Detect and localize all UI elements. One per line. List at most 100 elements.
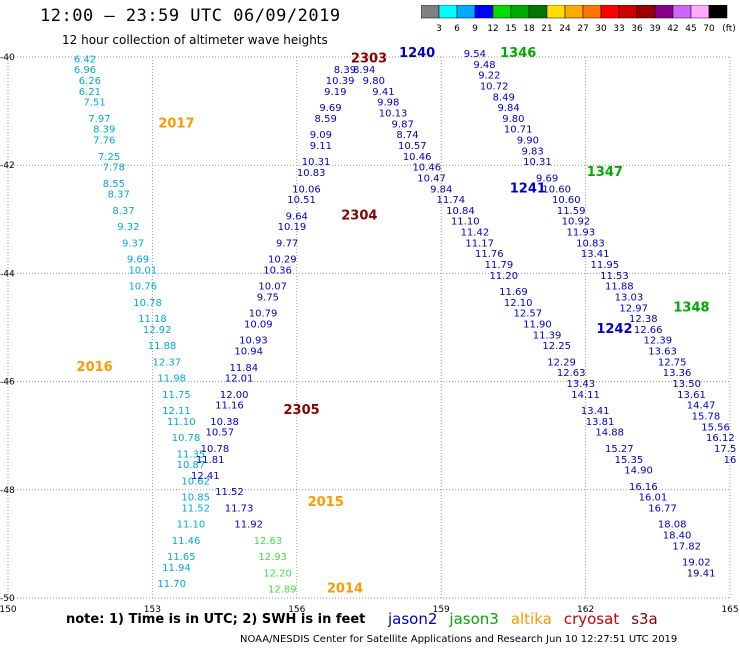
wave-height-value: 6.42 [74, 54, 96, 65]
wave-height-value: 15.78 [692, 411, 721, 422]
x-tick-label: 162 [577, 605, 594, 615]
wave-height-value: 10.46 [403, 152, 432, 163]
wave-height-value: 12.75 [658, 357, 687, 368]
wave-height-value: 10.93 [239, 336, 268, 347]
wave-height-value: 9.83 [522, 146, 544, 157]
wave-height-value: 11.10 [177, 520, 206, 531]
x-tick-label: 159 [433, 605, 450, 615]
wave-height-value: 10.06 [292, 184, 321, 195]
wave-height-value: 6.21 [79, 87, 101, 98]
wave-height-value: 10.51 [287, 195, 316, 206]
wave-height-value: 7.25 [98, 152, 120, 163]
wave-height-value: 9.11 [310, 141, 332, 152]
track-number-label: 1242 [596, 322, 632, 337]
legend-entry-jason3: jason3 [449, 610, 499, 628]
wave-height-value: 10.07 [258, 282, 287, 293]
wave-height-value: 10.47 [417, 173, 446, 184]
wave-height-value: 10.13 [379, 109, 408, 120]
wave-height-value: 10.19 [278, 222, 307, 233]
wave-height-value: 11.70 [157, 579, 186, 590]
grid: 150 153 156 159 162 165 -40 -42 -44 -46 -48 -50 [0, 53, 739, 615]
wave-height-value: 10.92 [562, 217, 591, 228]
wave-height-value: 11.52 [181, 503, 210, 514]
x-tick-label: 165 [721, 605, 738, 615]
wave-height-value: 8.37 [112, 206, 134, 217]
wave-height-value: 11.69 [499, 287, 528, 298]
track-labels: 2017 2016 2015 2014 2303 2304 2305 1240 1241 1242… [77, 46, 710, 597]
wave-height-value: 9.90 [517, 136, 539, 147]
wave-height-value: 11.74 [437, 195, 466, 206]
wave-height-value: 11.59 [557, 206, 586, 217]
wave-height-value: 8.59 [315, 114, 337, 125]
track-number-label: 2304 [341, 208, 377, 223]
wave-height-value: 9.32 [117, 222, 139, 233]
wave-height-value: 11.17 [465, 238, 494, 249]
wave-height-value: 11.93 [566, 228, 595, 239]
scale-label: 27 [577, 24, 588, 34]
wave-height-value: 12.11 [162, 406, 191, 417]
wave-height-value: 12.92 [143, 325, 172, 336]
wave-height-value: 10.57 [398, 141, 427, 152]
wave-height-value: 16.16 [629, 482, 658, 493]
wave-height-value: 12.63 [254, 536, 283, 547]
wave-height-value: 12.63 [557, 368, 586, 379]
wave-height-value: 10.71 [504, 125, 533, 136]
wave-height-value: 13.43 [566, 379, 595, 390]
wave-height-value: 18.40 [663, 530, 692, 541]
wave-height-value: 10.36 [263, 265, 292, 276]
wave-height-value: 9.37 [122, 238, 144, 249]
wave-height-value: 11.18 [138, 314, 167, 325]
wave-height-value: 12.37 [153, 357, 182, 368]
wave-height-value: 11.88 [148, 341, 177, 352]
wave-height-value: 9.69 [319, 103, 341, 114]
legend-entry-altika: altika [510, 610, 552, 628]
scale-label: 36 [631, 24, 643, 34]
y-tick-label: -42 [0, 161, 15, 171]
wave-height-value: 11.79 [485, 260, 514, 271]
wave-height-value: 11.95 [591, 260, 620, 271]
wave-height-value: 10.38 [210, 417, 239, 428]
track-number-label: 2017 [158, 116, 194, 131]
wave-height-value: 11.88 [605, 282, 634, 293]
scale-label: 12 [487, 24, 498, 34]
wave-height-value: 9.41 [372, 87, 394, 98]
color-scale: 3 6 9 12 15 18 21 24 27 30 33 36 39 42 45 70 (ft) [421, 5, 736, 34]
wave-height-value: 7.76 [93, 136, 115, 147]
legend-entry-s3a: s3a [631, 610, 658, 628]
wave-height-value: 11.53 [600, 271, 629, 282]
wave-height-value: 9.09 [310, 130, 332, 141]
wave-height-value: 10.60 [552, 195, 581, 206]
wave-height-value: 11.76 [475, 249, 504, 260]
scale-label: 70 [703, 24, 715, 34]
wave-height-value: 12.00 [220, 390, 249, 401]
scale-label: 39 [649, 24, 661, 34]
wave-height-value: 13.63 [648, 347, 677, 358]
legend-entry-jason2: jason2 [388, 610, 438, 628]
wave-height-value: 9.77 [276, 238, 298, 249]
wave-height-value: 11.10 [451, 217, 480, 228]
wave-height-value: 10.29 [268, 255, 297, 266]
scale-label: 24 [559, 24, 571, 34]
wave-height-value: 12.41 [191, 471, 220, 482]
map-subtitle: 12 hour collection of altimeter wave hei… [62, 33, 328, 47]
y-tick-label: -46 [0, 378, 15, 388]
wave-height-value: 10.87 [177, 460, 206, 471]
wave-height-value: 12.10 [504, 298, 533, 309]
wave-height-value: 12.66 [634, 325, 663, 336]
wave-height-value: 15.27 [605, 444, 634, 455]
wave-height-value: 6.96 [74, 65, 96, 76]
wave-height-value: 11.75 [162, 390, 191, 401]
wave-height-value: 14.11 [571, 390, 600, 401]
track-number-label: 2303 [351, 51, 387, 66]
scale-label: 42 [667, 24, 678, 34]
wave-height-value: 10.46 [412, 163, 441, 174]
wave-height-value: 11.65 [167, 552, 196, 563]
wave-height-value: 10.94 [234, 347, 263, 358]
satellite-legend: jason2 jason3 altika cryosat s3a [388, 610, 670, 628]
wave-height-value: 16.01 [639, 493, 668, 504]
wave-height-value: 10.83 [576, 238, 605, 249]
scale-label: 3 [436, 24, 442, 34]
wave-height-value: 11.92 [234, 520, 263, 531]
wave-height-value: 10.78 [172, 433, 201, 444]
